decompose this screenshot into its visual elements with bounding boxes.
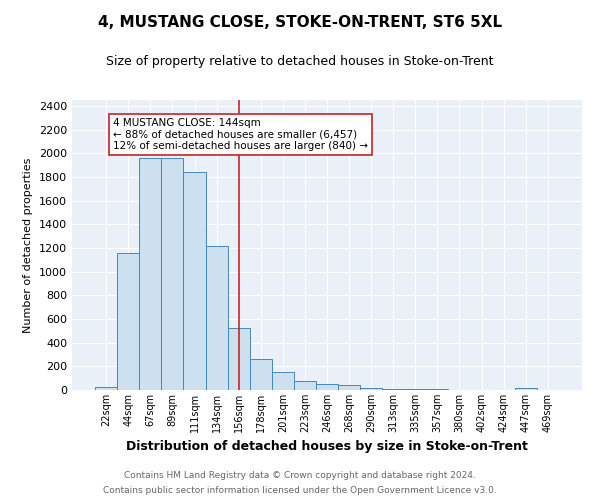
Bar — [139, 158, 161, 390]
Bar — [294, 380, 316, 390]
Bar — [250, 358, 272, 390]
Text: Size of property relative to detached houses in Stoke-on-Trent: Size of property relative to detached ho… — [106, 55, 494, 68]
Bar — [316, 384, 338, 390]
Bar — [515, 388, 537, 390]
Y-axis label: Number of detached properties: Number of detached properties — [23, 158, 34, 332]
Bar — [382, 388, 404, 390]
Bar — [206, 246, 227, 390]
Bar — [272, 372, 294, 390]
Text: 4, MUSTANG CLOSE, STOKE-ON-TRENT, ST6 5XL: 4, MUSTANG CLOSE, STOKE-ON-TRENT, ST6 5X… — [98, 15, 502, 30]
Bar — [227, 328, 250, 390]
Text: 4 MUSTANG CLOSE: 144sqm
← 88% of detached houses are smaller (6,457)
12% of semi: 4 MUSTANG CLOSE: 144sqm ← 88% of detache… — [113, 118, 368, 151]
Bar — [338, 386, 360, 390]
Bar — [184, 172, 206, 390]
Text: Contains HM Land Registry data © Crown copyright and database right 2024.: Contains HM Land Registry data © Crown c… — [124, 471, 476, 480]
Bar — [404, 389, 427, 390]
Bar — [117, 254, 139, 390]
Text: Contains public sector information licensed under the Open Government Licence v3: Contains public sector information licen… — [103, 486, 497, 495]
Bar — [95, 387, 117, 390]
Bar — [161, 158, 184, 390]
X-axis label: Distribution of detached houses by size in Stoke-on-Trent: Distribution of detached houses by size … — [126, 440, 528, 454]
Bar — [360, 388, 382, 390]
